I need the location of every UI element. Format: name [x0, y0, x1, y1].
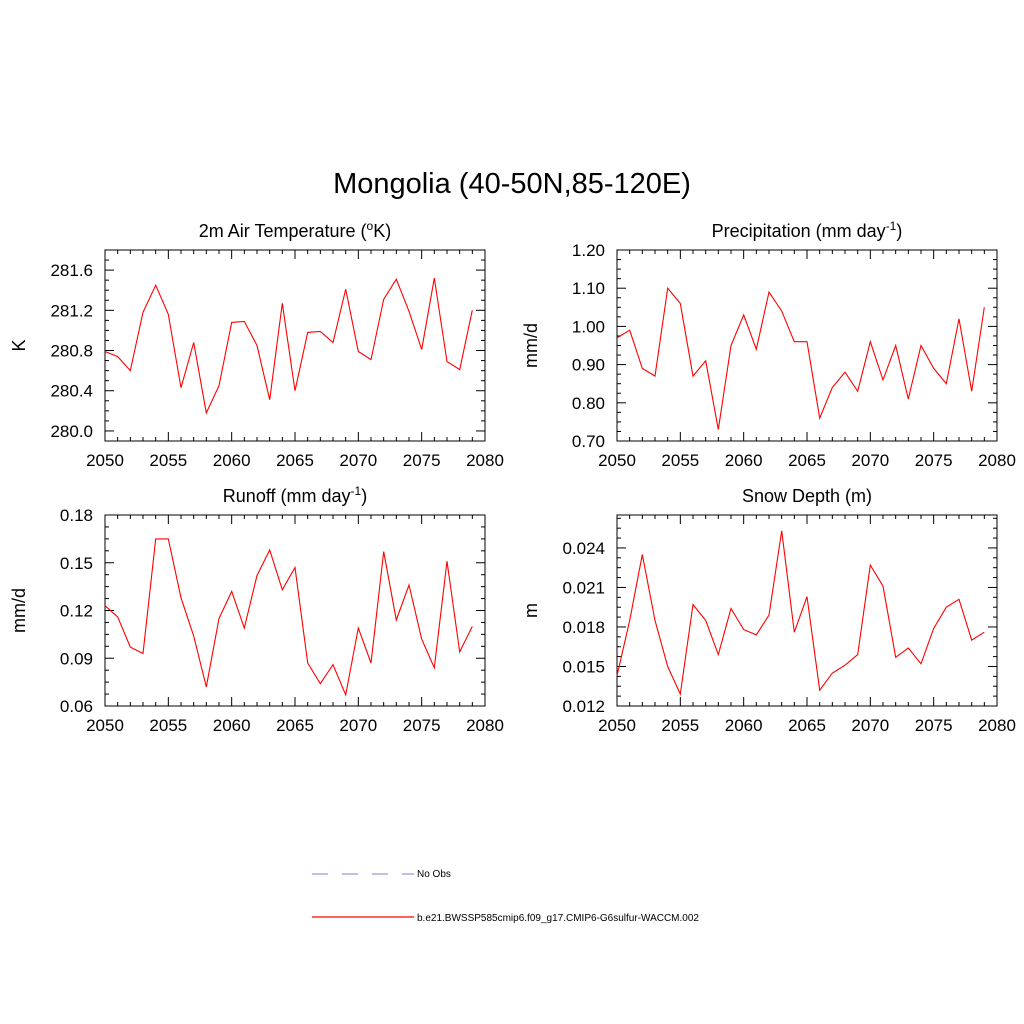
chart-panel-1: 2m Air Temperature (oK) K 2050 2055 2060 2065… — [9, 219, 504, 470]
legend-model-label: b.e21.BWSSP585cmip6.f09_g17.CMIP6-G6sulf… — [417, 913, 699, 924]
x-tick-label: 2055 — [661, 716, 699, 735]
y-tick-label: 0.012 — [562, 697, 605, 716]
y-tick-label: 0.70 — [572, 432, 605, 451]
panel-title: Snow Depth (m) — [742, 486, 872, 506]
x-tick-label: 2060 — [213, 716, 251, 735]
plot-frame — [616, 249, 998, 442]
panel-title-superscript: o — [367, 219, 374, 233]
x-tick-label: 2060 — [213, 451, 251, 470]
x-tick-label: 2080 — [978, 451, 1016, 470]
y-tick-label: 0.021 — [562, 578, 605, 597]
chart-panel-4: Snow Depth (m) m 2050 2055 2060 2065 2070 2075 2… — [521, 486, 1016, 735]
x-tick-label: 2070 — [851, 716, 889, 735]
panel-title: 2m Air Temperature (oK) — [199, 219, 391, 241]
y-tick-label: 0.90 — [572, 356, 605, 375]
x-tick-label: 2075 — [915, 716, 953, 735]
x-tick-label: 2050 — [86, 716, 124, 735]
x-tick-label: 2055 — [149, 451, 187, 470]
panel-title-tail: K) — [373, 221, 391, 241]
chart-panel-3: Runoff (mm day-1) mm/d 2050 2055 2060 2065 207… — [9, 484, 504, 735]
series-line — [104, 277, 473, 415]
y-axis-label: mm/d — [521, 323, 541, 368]
y-tick-label: 0.80 — [572, 394, 605, 413]
y-tick-label: 0.18 — [60, 506, 93, 525]
x-tick-label: 2055 — [661, 451, 699, 470]
x-tick-label: 2060 — [725, 451, 763, 470]
series-line — [616, 530, 985, 697]
y-tick-label: 280.0 — [50, 422, 93, 441]
x-tick-label: 2070 — [339, 716, 377, 735]
y-tick-label: 281.6 — [50, 261, 93, 280]
x-tick-label: 2065 — [276, 716, 314, 735]
x-tick-label: 2050 — [598, 716, 636, 735]
x-tick-label: 2080 — [978, 716, 1016, 735]
y-tick-label: 1.10 — [572, 279, 605, 298]
x-tick-label: 2080 — [466, 716, 504, 735]
y-tick-label: 281.2 — [50, 301, 93, 320]
y-axis-label: K — [9, 339, 29, 351]
chart-panels: 2m Air Temperature (oK) K 2050 2055 2060 2065… — [9, 219, 1016, 735]
chart-panel-2: Precipitation (mm day-1) mm/d 2050 2055 2060… — [521, 219, 1016, 470]
panel-title-superscript: -1 — [886, 219, 897, 233]
x-tick-label: 2055 — [149, 716, 187, 735]
plot-frame — [616, 514, 998, 707]
panel-title: Precipitation (mm day-1) — [712, 219, 903, 241]
series-line — [616, 286, 985, 430]
y-tick-label: 0.015 — [562, 657, 605, 676]
panel-title-text: Runoff (mm day — [223, 486, 351, 506]
panel-title-tail: ) — [361, 486, 367, 506]
x-tick-label: 2050 — [86, 451, 124, 470]
y-tick-label: 1.00 — [572, 317, 605, 336]
y-tick-label: 0.06 — [60, 697, 93, 716]
panel-title: Runoff (mm day-1) — [223, 484, 367, 506]
y-tick-label: 280.8 — [50, 342, 93, 361]
panel-title-text: 2m Air Temperature ( — [199, 221, 367, 241]
y-tick-label: 280.4 — [50, 382, 93, 401]
x-tick-label: 2060 — [725, 716, 763, 735]
x-tick-label: 2065 — [788, 451, 826, 470]
x-tick-label: 2080 — [466, 451, 504, 470]
y-tick-label: 0.018 — [562, 618, 605, 637]
plot-frame — [104, 514, 486, 707]
page-title: Mongolia (40-50N,85-120E) — [333, 168, 691, 200]
panel-title-text: Snow Depth (m) — [742, 486, 872, 506]
legend: No Obs b.e21.BWSSP585cmip6.f09_g17.CMIP6… — [312, 869, 699, 924]
x-tick-label: 2075 — [915, 451, 953, 470]
legend-obs-label: No Obs — [417, 869, 451, 880]
y-axis-label: m — [521, 603, 541, 618]
x-tick-label: 2075 — [403, 451, 441, 470]
x-tick-label: 2070 — [339, 451, 377, 470]
panel-title-tail: ) — [896, 221, 902, 241]
series-line — [104, 538, 473, 697]
x-tick-label: 2065 — [276, 451, 314, 470]
y-tick-label: 0.12 — [60, 602, 93, 621]
x-tick-label: 2070 — [851, 451, 889, 470]
panel-title-text: Precipitation (mm day — [712, 221, 886, 241]
plot-frame — [104, 249, 486, 442]
x-tick-label: 2075 — [403, 716, 441, 735]
y-tick-label: 0.15 — [60, 554, 93, 573]
y-tick-label: 1.20 — [572, 241, 605, 260]
y-axis-label: mm/d — [9, 588, 29, 633]
panel-title-superscript: -1 — [351, 484, 362, 498]
x-tick-label: 2065 — [788, 716, 826, 735]
y-tick-label: 0.09 — [60, 649, 93, 668]
y-tick-label: 0.024 — [562, 539, 605, 558]
x-tick-label: 2050 — [598, 451, 636, 470]
